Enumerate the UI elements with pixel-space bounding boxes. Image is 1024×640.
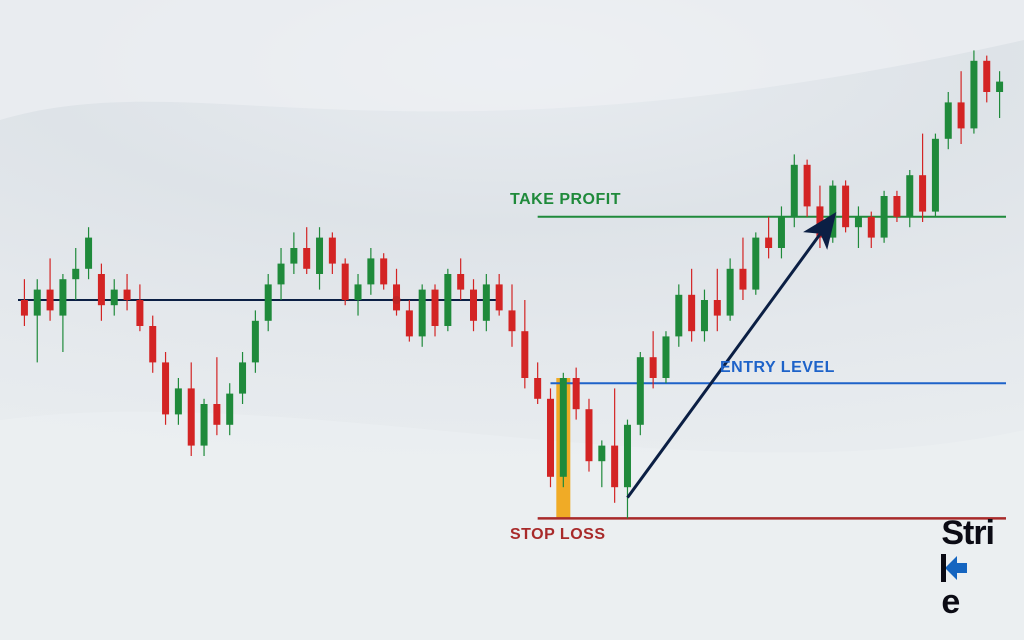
take-profit-label: TAKE PROFIT <box>510 191 621 209</box>
logo-arrow-icon <box>941 553 994 583</box>
logo-text-part2: e <box>941 583 959 621</box>
logo-text-part1: Stri <box>941 514 994 552</box>
chart-container: TAKE PROFIT ENTRY LEVEL STOP LOSS Stri e <box>0 0 1024 640</box>
strike-logo: Stri e <box>941 514 994 622</box>
entry-level-label: ENTRY LEVEL <box>720 359 835 377</box>
stop-loss-label: STOP LOSS <box>510 526 606 544</box>
